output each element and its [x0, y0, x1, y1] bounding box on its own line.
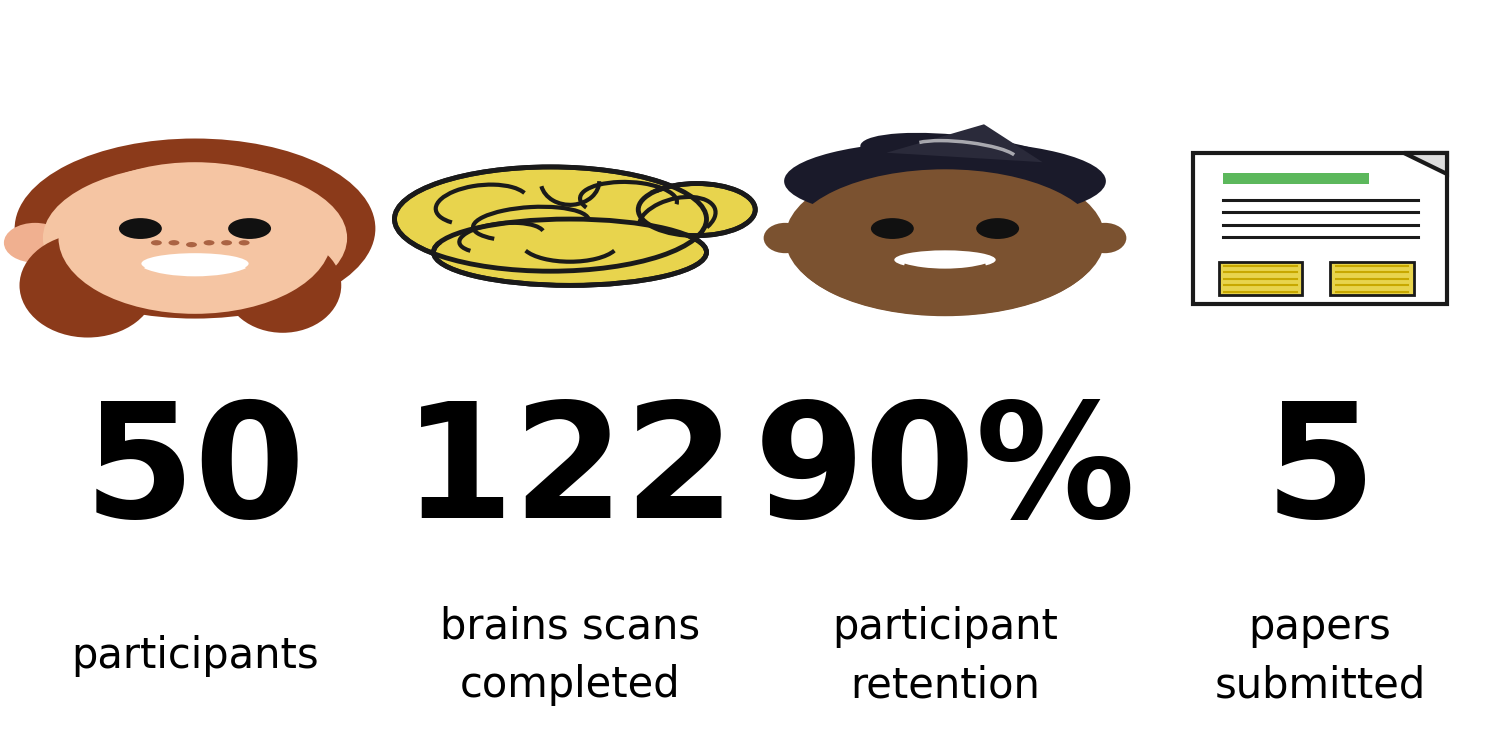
Circle shape: [204, 240, 214, 246]
Circle shape: [220, 240, 232, 246]
FancyBboxPatch shape: [1222, 173, 1368, 184]
Ellipse shape: [1083, 223, 1126, 253]
Circle shape: [118, 218, 162, 239]
Ellipse shape: [225, 238, 340, 332]
Circle shape: [152, 240, 162, 246]
Ellipse shape: [4, 223, 66, 262]
FancyBboxPatch shape: [1329, 262, 1413, 295]
Ellipse shape: [764, 223, 807, 253]
Polygon shape: [1404, 152, 1446, 174]
Circle shape: [44, 164, 346, 312]
Ellipse shape: [789, 169, 1101, 316]
Ellipse shape: [433, 219, 706, 286]
Ellipse shape: [784, 141, 1106, 222]
Ellipse shape: [429, 179, 692, 269]
Text: 50: 50: [84, 397, 306, 551]
Circle shape: [871, 218, 913, 239]
Circle shape: [228, 218, 272, 239]
Text: 5: 5: [1264, 397, 1376, 551]
Circle shape: [238, 240, 249, 246]
Text: participants: participants: [70, 635, 320, 677]
Circle shape: [186, 242, 196, 247]
Circle shape: [976, 218, 1018, 239]
Circle shape: [168, 240, 180, 246]
Ellipse shape: [58, 162, 332, 313]
FancyBboxPatch shape: [1218, 262, 1302, 295]
Ellipse shape: [894, 250, 996, 269]
FancyBboxPatch shape: [1194, 153, 1446, 305]
Ellipse shape: [861, 133, 1068, 182]
Text: papers
submitted: papers submitted: [1215, 606, 1425, 706]
Ellipse shape: [141, 253, 249, 274]
Ellipse shape: [639, 184, 754, 235]
Text: brains scans
completed: brains scans completed: [440, 606, 700, 706]
Circle shape: [784, 160, 1106, 316]
Text: 122: 122: [404, 397, 736, 551]
Text: 90%: 90%: [754, 397, 1136, 551]
Polygon shape: [886, 124, 1042, 163]
Ellipse shape: [15, 139, 375, 319]
Ellipse shape: [394, 167, 706, 271]
Text: participant
retention: participant retention: [833, 606, 1058, 706]
Ellipse shape: [20, 233, 156, 338]
